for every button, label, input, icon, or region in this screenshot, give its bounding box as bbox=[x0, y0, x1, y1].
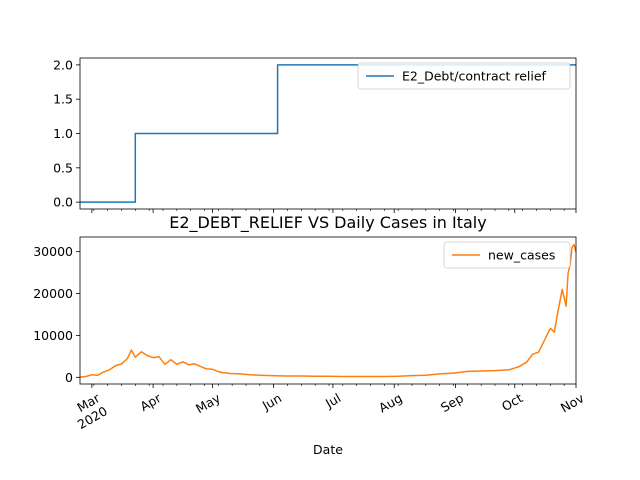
y-tick-label: 20000 bbox=[33, 286, 73, 301]
legend-box bbox=[443, 241, 571, 269]
x-tick-label: Aug bbox=[376, 390, 405, 415]
legend-label: new_cases bbox=[488, 248, 555, 263]
legend-label: E2_Debt/contract relief bbox=[402, 69, 547, 84]
axes-frame bbox=[79, 57, 577, 210]
axes-frame bbox=[79, 236, 577, 385]
x-tick-label: Oct bbox=[499, 390, 525, 414]
x-tick-label: Nov bbox=[558, 390, 587, 415]
x-tick-label: Sep bbox=[438, 390, 466, 415]
y-tick-label: 0.0 bbox=[53, 195, 73, 210]
y-tick-label: 10000 bbox=[33, 328, 73, 343]
x-tick-label: Apr bbox=[137, 390, 164, 414]
y-tick-label: 30000 bbox=[33, 244, 73, 259]
y-tick-label: 0 bbox=[65, 370, 73, 385]
x-tick-label: Mar2020 bbox=[67, 390, 110, 432]
x-tick-label: May bbox=[193, 390, 223, 416]
chart-title: E2_DEBT_RELIEF VS Daily Cases in Italy bbox=[169, 213, 486, 233]
series-line-e2-debt-contract-relief bbox=[80, 64, 576, 203]
y-tick-label: 1.0 bbox=[53, 126, 73, 141]
x-tick-label: Jul bbox=[322, 390, 343, 411]
series-line-new-cases bbox=[79, 243, 577, 378]
legend-box bbox=[357, 62, 571, 90]
y-tick-label: 1.5 bbox=[53, 92, 73, 107]
x-tick-label: Jun bbox=[259, 390, 284, 413]
y-tick-label: 2.0 bbox=[53, 57, 73, 72]
y-tick-label: 0.5 bbox=[53, 160, 73, 175]
x-axis-label: Date bbox=[313, 442, 343, 457]
